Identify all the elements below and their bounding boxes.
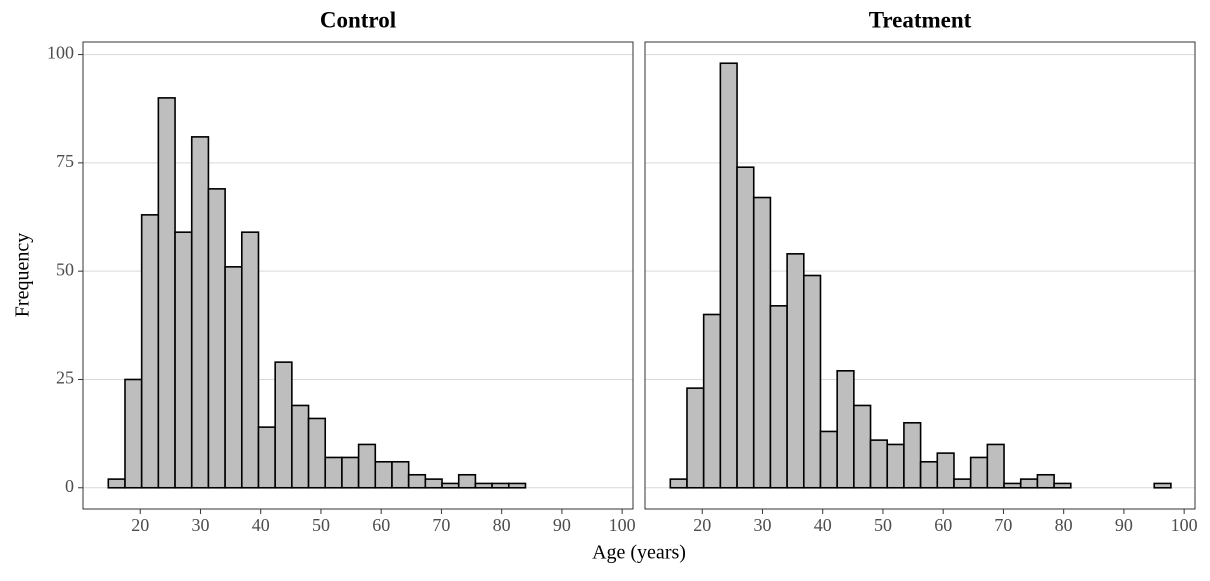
bar xyxy=(357,443,377,489)
bar xyxy=(953,478,972,489)
bar xyxy=(686,387,705,489)
y-tick-label: 50 xyxy=(56,259,74,279)
x-tick-label: 70 xyxy=(994,515,1012,535)
x-tick-label: 90 xyxy=(553,515,571,535)
bar xyxy=(986,443,1005,489)
bar xyxy=(424,478,443,489)
bar xyxy=(853,404,872,489)
y-tick-label: 25 xyxy=(56,368,74,388)
bar xyxy=(307,417,327,489)
x-tick-label: 90 xyxy=(1115,515,1133,535)
bar xyxy=(457,473,477,489)
x-tick-label: 80 xyxy=(1055,515,1073,535)
bar xyxy=(207,188,226,489)
bar xyxy=(769,305,788,489)
x-tick-label: 100 xyxy=(609,515,636,535)
bar xyxy=(140,214,160,489)
x-tick-label: 30 xyxy=(753,515,771,535)
bar xyxy=(174,231,193,489)
bar xyxy=(903,421,922,489)
bar xyxy=(257,426,276,489)
bar xyxy=(936,452,955,489)
bar xyxy=(1036,473,1055,489)
bar xyxy=(836,370,855,489)
x-tick-label: 40 xyxy=(252,515,270,535)
bar xyxy=(507,482,527,489)
y-tick-label: 0 xyxy=(65,476,74,496)
bar xyxy=(240,231,260,489)
x-tick-label: 20 xyxy=(131,515,149,535)
bar xyxy=(752,196,772,489)
bar xyxy=(719,62,738,489)
x-tick-label: 50 xyxy=(312,515,330,535)
bar xyxy=(1153,482,1172,489)
bar xyxy=(1003,482,1022,489)
bar xyxy=(407,473,427,489)
y-tick-label: 100 xyxy=(47,43,74,63)
bar xyxy=(124,378,143,489)
bar xyxy=(802,274,822,489)
x-tick-label: 50 xyxy=(874,515,892,535)
bar xyxy=(274,361,293,489)
bar xyxy=(291,404,310,489)
x-tick-label: 70 xyxy=(432,515,450,535)
bar xyxy=(324,456,343,489)
x-tick-label: 60 xyxy=(372,515,390,535)
bar xyxy=(1053,482,1072,489)
bar xyxy=(157,97,176,489)
bar xyxy=(919,460,939,489)
panel-title: Treatment xyxy=(869,7,972,32)
panel-border xyxy=(82,41,634,510)
bar xyxy=(107,478,126,489)
panel-title: Control xyxy=(320,7,396,32)
bar xyxy=(736,166,755,489)
bar xyxy=(224,266,243,489)
bar xyxy=(491,482,510,489)
bar xyxy=(969,456,989,489)
x-tick-label: 30 xyxy=(191,515,209,535)
x-tick-label: 80 xyxy=(493,515,511,535)
bar xyxy=(374,460,393,489)
bar xyxy=(669,478,688,489)
y-tick-label: 75 xyxy=(56,151,74,171)
y-axis-label: Frequency xyxy=(12,233,34,317)
bar xyxy=(869,439,889,489)
panel-border xyxy=(644,41,1196,510)
bar xyxy=(474,482,493,489)
bar xyxy=(886,443,905,489)
x-axis-label: Age (years) xyxy=(592,542,686,564)
bar xyxy=(702,313,722,489)
bar xyxy=(441,482,460,489)
bar xyxy=(190,136,210,489)
bar xyxy=(1019,478,1039,489)
bar xyxy=(786,253,805,489)
x-tick-label: 40 xyxy=(814,515,832,535)
x-tick-label: 60 xyxy=(934,515,952,535)
bar xyxy=(341,456,360,489)
x-tick-label: 20 xyxy=(693,515,711,535)
x-tick-label: 100 xyxy=(1171,515,1198,535)
bar xyxy=(819,430,838,489)
bar xyxy=(391,460,410,489)
